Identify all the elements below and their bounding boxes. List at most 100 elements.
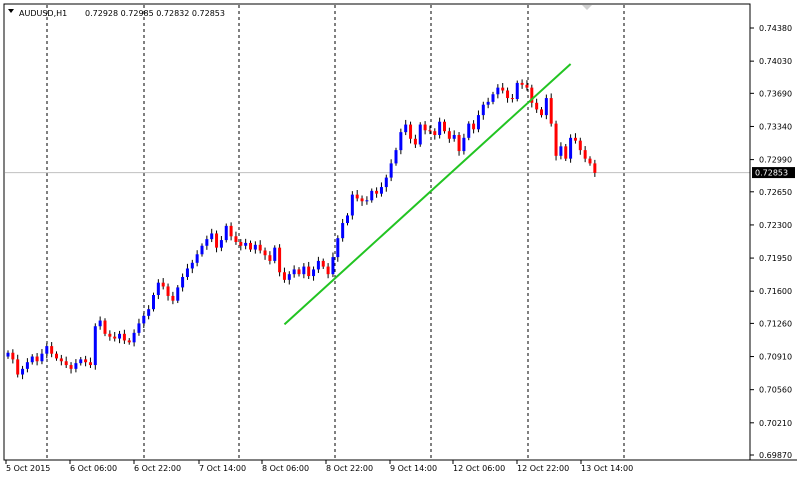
bear-candle	[263, 250, 267, 256]
bear-candle	[588, 158, 592, 164]
bear-candle	[229, 225, 233, 237]
bear-candle	[375, 190, 379, 194]
bull-candle	[399, 132, 403, 151]
bear-candle	[88, 362, 92, 366]
bull-candle	[219, 240, 223, 248]
bull-candle	[287, 274, 291, 280]
bear-candle	[161, 282, 165, 287]
x-tick-label: 5 Oct 2015	[6, 464, 50, 473]
chart-shift-marker-icon[interactable]	[582, 5, 592, 10]
bear-candle	[409, 124, 413, 139]
y-tick-label: 0.69870	[759, 451, 792, 460]
x-tick-label: 12 Oct 22:00	[517, 464, 569, 473]
x-tick-label: 7 Oct 14:00	[199, 464, 246, 473]
bull-candle	[253, 244, 257, 250]
bear-candle	[540, 109, 543, 116]
trendline[interactable]	[283, 63, 572, 326]
x-tick-label: 8 Oct 06:00	[262, 464, 309, 473]
bull-candle	[389, 163, 393, 178]
bull-candle	[224, 225, 228, 241]
bull-candle	[147, 309, 151, 316]
bull-candle	[569, 137, 573, 159]
bear-candle	[573, 137, 577, 141]
y-tick-label: 0.70910	[759, 353, 792, 362]
bull-candle	[152, 294, 155, 310]
price-axis: 0.74380 0.74030 0.73690 0.73340 0.72990 0.726…	[750, 24, 792, 460]
bear-candle	[549, 98, 553, 124]
bear-candle	[413, 138, 417, 145]
candlestick-series	[6, 79, 597, 380]
y-tick-label: 0.73690	[759, 89, 792, 98]
bull-candle	[346, 215, 349, 224]
y-tick-label: 0.74380	[759, 24, 792, 33]
bear-candle	[249, 242, 252, 250]
bear-candle	[525, 84, 529, 88]
bear-candle	[433, 131, 437, 135]
bear-candle	[55, 353, 58, 359]
bull-candle	[21, 368, 25, 375]
bear-candle	[326, 266, 330, 275]
bull-candle	[176, 287, 180, 301]
bear-candle	[443, 121, 446, 132]
bear-candle	[64, 361, 68, 366]
bull-candle	[496, 87, 500, 95]
bull-candle	[181, 277, 185, 288]
bull-candle	[476, 115, 480, 130]
current-price-tag: 0.72853	[752, 167, 795, 179]
svg-text:0.72853: 0.72853	[755, 169, 788, 178]
y-tick-label: 0.72990	[759, 156, 792, 165]
bull-candle	[98, 320, 102, 327]
y-tick-label: 0.72300	[759, 221, 792, 230]
collapse-triangle-icon[interactable]	[8, 9, 14, 13]
x-tick-label: 6 Oct 06:00	[70, 464, 117, 473]
y-tick-label: 0.70210	[759, 419, 792, 428]
bear-candle	[59, 358, 63, 362]
chart-symbol-timeframe: AUDUSD,H1	[19, 9, 67, 18]
bull-candle	[142, 315, 146, 324]
bull-candle	[486, 101, 490, 105]
bull-candle	[467, 123, 471, 138]
bear-candle	[472, 123, 476, 130]
bull-candle	[195, 254, 199, 263]
x-tick-label: 13 Oct 14:00	[581, 464, 633, 473]
y-tick-label: 0.70560	[759, 386, 792, 395]
y-tick-label: 0.71950	[759, 254, 792, 263]
y-tick-label: 0.71600	[759, 287, 792, 296]
bear-candle	[166, 286, 170, 296]
vertical-grid-lines	[46, 5, 625, 459]
bear-candle	[510, 98, 514, 100]
bear-candle	[593, 163, 597, 173]
bear-candle	[278, 247, 282, 273]
bear-candle	[360, 198, 364, 202]
bear-candle	[535, 102, 539, 110]
bear-candle	[113, 336, 117, 339]
bear-candle	[122, 333, 126, 341]
bear-candle	[564, 146, 568, 159]
y-tick-label: 0.71260	[759, 319, 792, 328]
bull-candle	[205, 239, 209, 246]
bull-candle	[156, 282, 160, 295]
bear-candle	[321, 260, 325, 267]
bull-candle	[365, 200, 369, 202]
bull-candle	[244, 242, 248, 246]
bull-candle	[481, 104, 485, 116]
y-tick-label: 0.73340	[759, 122, 792, 131]
bull-candle	[74, 363, 78, 369]
bull-candle	[418, 124, 422, 145]
bull-candle	[384, 177, 388, 188]
bull-candle	[45, 346, 49, 354]
bull-candle	[210, 233, 214, 240]
bear-candle	[520, 82, 524, 85]
bull-candle	[6, 352, 10, 357]
bear-candle	[16, 359, 20, 375]
bull-candle	[185, 268, 189, 278]
bull-candle	[331, 257, 335, 275]
bear-candle	[84, 359, 88, 363]
bull-candle	[302, 266, 306, 275]
bull-candle	[452, 134, 456, 139]
bull-candle	[316, 260, 320, 270]
bear-candle	[457, 134, 461, 152]
bull-candle	[118, 333, 122, 339]
